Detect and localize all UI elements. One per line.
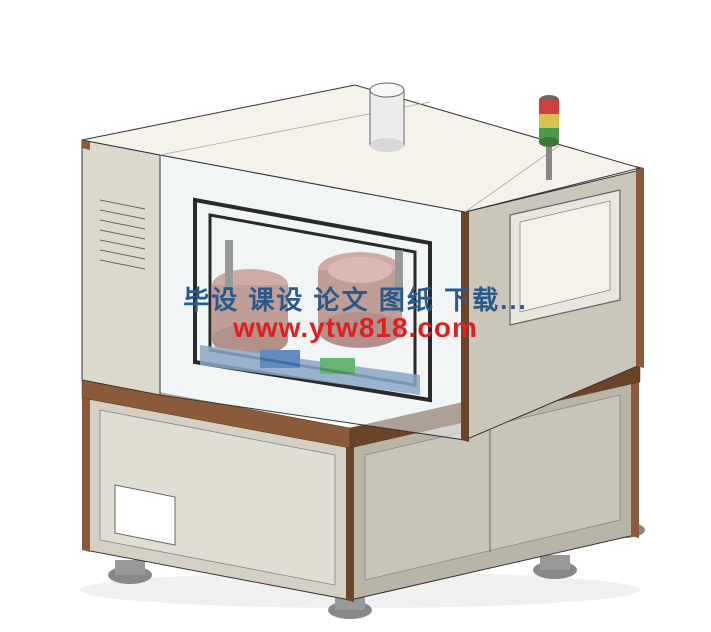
top-cylinder — [370, 83, 404, 152]
watermark-line-2: www.ytw818.com — [0, 312, 711, 344]
signal-yellow — [539, 114, 559, 128]
signal-red — [539, 100, 559, 114]
